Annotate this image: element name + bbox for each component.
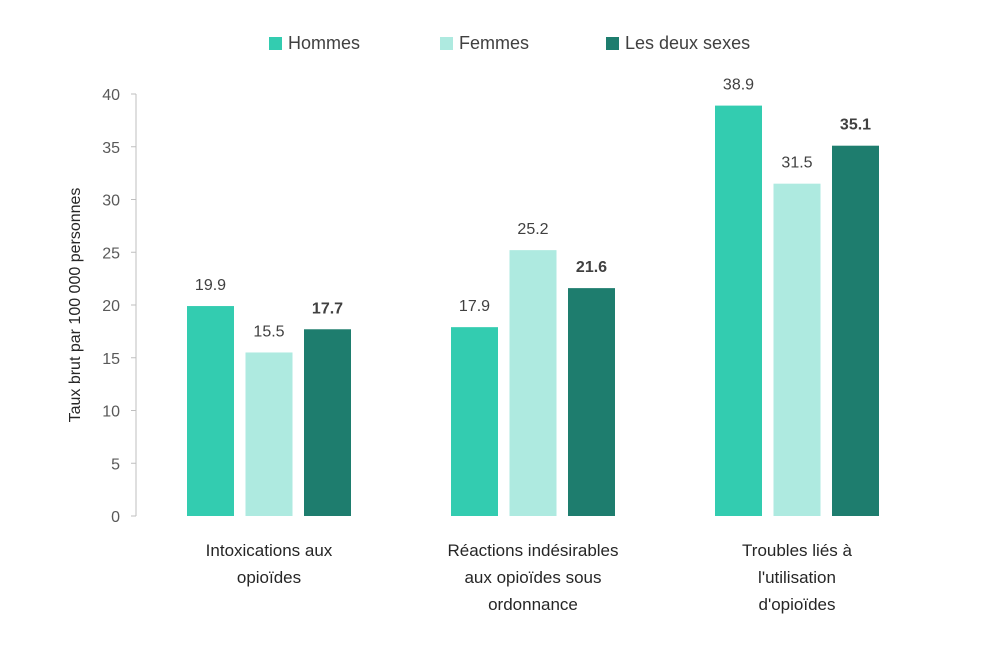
y-tick-label: 40 <box>102 87 120 104</box>
bars: 19.9 17.9 38.9 15.5 25.2 31.5 17.7 21.6 35.1 <box>187 77 879 517</box>
bar <box>568 288 615 516</box>
bar <box>773 183 821 517</box>
y-tick-label: 15 <box>102 351 120 368</box>
data-label: 31.5 <box>781 155 812 172</box>
data-label: 38.9 <box>723 77 754 94</box>
y-tick-label: 25 <box>102 245 120 262</box>
legend-swatch <box>440 37 453 50</box>
x-category-label: Intoxications aux opioïdes <box>206 541 333 587</box>
y-tick-label: 5 <box>111 456 120 473</box>
x-category-label: Réactions indésirables aux opioïdes sous o… <box>447 541 618 614</box>
legend-swatch <box>606 37 619 50</box>
y-axis: 0 5 10 15 20 25 30 35 40 <box>102 87 137 526</box>
bar <box>451 327 498 516</box>
bar <box>304 329 351 516</box>
data-label: 19.9 <box>195 277 226 294</box>
y-axis-title: Taux brut par 100 000 personnes <box>67 188 84 423</box>
legend-label: Femmes <box>459 33 529 53</box>
bar <box>715 105 762 516</box>
data-label: 17.7 <box>312 300 343 317</box>
bar <box>187 306 234 516</box>
data-label: 25.2 <box>517 221 548 238</box>
data-label: 21.6 <box>576 259 607 276</box>
y-tick-label: 0 <box>111 509 120 526</box>
y-tick-label: 35 <box>102 140 120 157</box>
bar <box>509 250 557 516</box>
y-tick-label: 20 <box>102 298 120 315</box>
data-label: 15.5 <box>253 323 284 340</box>
y-tick-label: 30 <box>102 193 120 210</box>
x-axis-labels: Intoxications aux opioïdes Réactions indés… <box>206 541 853 614</box>
x-category-label: Troubles liés à l'utilisation d'opioïdes <box>742 541 852 614</box>
legend-label: Hommes <box>288 33 360 53</box>
legend: Hommes Femmes Les deux sexes <box>269 33 750 53</box>
data-label: 17.9 <box>459 298 490 315</box>
y-tick-label: 10 <box>102 404 120 421</box>
legend-label: Les deux sexes <box>625 33 750 53</box>
bar <box>245 352 293 516</box>
bar <box>832 145 879 516</box>
legend-swatch <box>269 37 282 50</box>
data-label: 35.1 <box>840 117 871 134</box>
